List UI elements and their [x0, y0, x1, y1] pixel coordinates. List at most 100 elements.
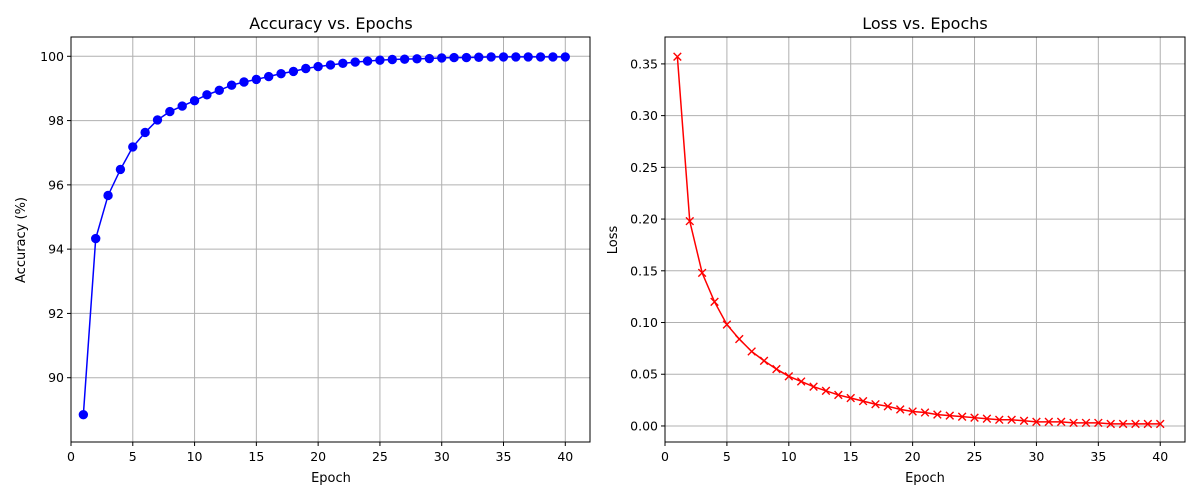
x-tick-label: 25	[372, 449, 388, 464]
axis-ticks: 0 5 10 15 20 25 30 35 40 90 92 94 96 98 100	[40, 49, 573, 464]
x-tick-label: 5	[723, 449, 731, 464]
y-tick-label: 0.15	[630, 263, 658, 278]
loss-chart: Loss vs. Epochs Epoch Loss 0 5 10 15 20 25 30 3…	[606, 14, 1186, 486]
data-point	[140, 127, 150, 138]
data-point	[908, 407, 917, 416]
data-point	[165, 106, 175, 117]
data-point	[710, 297, 719, 307]
x-tick-label: 0	[661, 449, 669, 464]
data-point	[1056, 417, 1066, 427]
x-tick-label: 35	[1090, 449, 1106, 464]
data-point	[202, 90, 212, 100]
data-point	[535, 52, 546, 62]
x-axis-label: Epoch	[311, 471, 351, 486]
data-point	[685, 216, 695, 226]
data-point	[424, 53, 435, 64]
data-point	[103, 190, 113, 201]
x-tick-label: 20	[905, 449, 921, 464]
data-point	[78, 409, 89, 420]
data-point	[945, 411, 955, 420]
y-axis-label: Loss	[606, 226, 621, 255]
data-point	[486, 52, 496, 62]
x-tick-label: 0	[67, 449, 75, 464]
data-point	[871, 399, 880, 409]
y-tick-label: 0.05	[630, 367, 658, 382]
series-line	[82, 56, 566, 415]
data-point	[214, 85, 224, 96]
data-point	[548, 52, 558, 62]
x-tick-label: 15	[843, 449, 859, 464]
data-point	[128, 142, 138, 152]
y-tick-label: 98	[48, 113, 64, 128]
data-point	[177, 101, 187, 111]
data-point	[239, 77, 249, 87]
data-point	[350, 57, 360, 67]
data-point	[920, 408, 930, 417]
y-tick-label: 0.10	[630, 315, 658, 330]
data-point	[1044, 417, 1054, 427]
data-point	[1131, 419, 1140, 429]
data-point	[301, 63, 311, 74]
data-point	[858, 396, 868, 406]
data-point	[288, 66, 299, 77]
data-point	[982, 414, 992, 424]
x-tick-label: 5	[129, 449, 137, 464]
x-tick-label: 10	[781, 449, 797, 464]
chart-title: Loss vs. Epochs	[862, 14, 987, 33]
data-point	[375, 55, 385, 65]
y-tick-label: 0.35	[630, 56, 658, 71]
series-layer	[78, 52, 570, 420]
data-point	[846, 393, 856, 403]
data-point	[325, 60, 336, 70]
data-point	[747, 347, 756, 356]
data-point	[673, 52, 682, 61]
x-axis-label: Epoch	[905, 471, 945, 486]
data-point	[957, 412, 967, 421]
y-tick-label: 94	[48, 242, 64, 257]
data-point	[437, 53, 447, 63]
data-point	[251, 74, 262, 85]
data-point	[276, 68, 286, 79]
y-tick-label: 0.30	[630, 108, 658, 123]
y-tick-label: 100	[40, 49, 64, 64]
x-tick-label: 40	[557, 449, 573, 464]
data-point	[498, 52, 509, 62]
y-tick-label: 90	[48, 370, 64, 385]
y-axis-label: Accuracy (%)	[14, 197, 29, 283]
data-point	[152, 115, 163, 125]
x-tick-label: 15	[248, 449, 264, 464]
data-point	[264, 71, 274, 82]
y-tick-label: 92	[48, 306, 64, 321]
x-tick-label: 30	[434, 449, 450, 464]
data-point	[511, 52, 521, 62]
data-point	[784, 372, 794, 381]
data-point	[809, 382, 818, 391]
data-point	[697, 268, 707, 278]
axis-ticks: 0 5 10 15 20 25 30 35 40 0.00 0.05 0.10 0.15 0.20 0.25…	[630, 56, 1168, 464]
data-point	[449, 52, 459, 63]
data-point	[523, 52, 533, 62]
data-point	[338, 58, 348, 69]
data-point	[772, 364, 781, 374]
plot-frame	[664, 36, 1186, 443]
data-point	[1081, 418, 1091, 428]
x-tick-label: 20	[310, 449, 326, 464]
data-point	[226, 80, 237, 90]
data-point	[796, 377, 806, 386]
plot-frame	[70, 36, 591, 443]
data-point	[883, 402, 893, 411]
x-tick-label: 35	[496, 449, 512, 464]
data-point	[994, 415, 1004, 425]
data-point	[970, 413, 979, 422]
data-point	[895, 405, 905, 414]
data-point	[734, 334, 744, 344]
x-tick-label: 40	[1152, 449, 1168, 464]
data-point	[115, 164, 126, 175]
data-point	[759, 356, 769, 366]
data-point	[1019, 416, 1029, 426]
data-point	[1007, 415, 1016, 425]
data-point	[189, 95, 200, 106]
data-point	[412, 54, 422, 64]
